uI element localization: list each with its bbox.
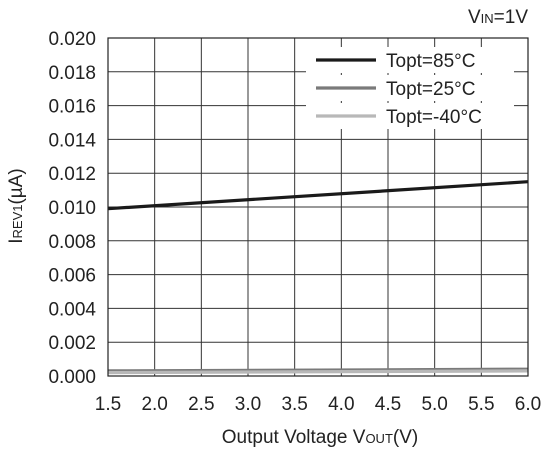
y-axis-title: IREV1(µA) — [6, 168, 27, 244]
y-tick-label: 0.004 — [48, 299, 96, 320]
y-tick-label: 0.000 — [48, 367, 96, 388]
series-lines — [107, 180, 529, 375]
legend: Topt=85°C Topt=25°C Topt=-40°C — [306, 47, 514, 129]
y-tick-labels: 0.000 0.002 0.004 0.006 0.008 0.010 0.012 0.014… — [48, 29, 96, 388]
legend-label: Topt=25°C — [386, 79, 475, 100]
series-line — [107, 367, 529, 373]
y-tick-label: 0.014 — [48, 130, 96, 151]
y-tick-label: 0.006 — [48, 266, 96, 287]
y-tick-label: 0.012 — [48, 164, 96, 185]
y-tick-label: 0.002 — [48, 333, 96, 354]
x-tick-labels: 1.5 2.0 2.5 3.0 3.5 4.0 4.5 5.0 5.5 6.0 — [95, 394, 541, 415]
x-tick-label: 3.0 — [235, 394, 261, 415]
x-tick-label: 5.5 — [468, 394, 494, 415]
series-line — [107, 369, 529, 375]
y-tick-label: 0.010 — [48, 198, 96, 219]
x-tick-label: 4.5 — [375, 394, 401, 415]
x-tick-label: 2.5 — [188, 394, 214, 415]
series-line — [107, 180, 529, 211]
x-tick-label: 2.0 — [141, 394, 167, 415]
x-tick-label: 3.5 — [281, 394, 307, 415]
y-tick-label: 0.008 — [48, 232, 96, 253]
condition-annotation: VIN=1V — [468, 7, 528, 28]
legend-label: Topt=85°C — [386, 51, 475, 72]
x-axis-title: Output Voltage VOUT(V) — [222, 427, 418, 448]
plot-frame — [107, 37, 529, 377]
y-tick-label: 0.018 — [48, 63, 96, 84]
x-tick-label: 4.0 — [328, 394, 354, 415]
x-tick-label: 6.0 — [515, 394, 541, 415]
x-tick-label: 1.5 — [95, 394, 121, 415]
legend-label: Topt=-40°C — [386, 107, 482, 128]
x-tick-label: 5.0 — [421, 394, 447, 415]
y-tick-label: 0.016 — [48, 97, 96, 118]
y-tick-label: 0.020 — [48, 29, 96, 50]
